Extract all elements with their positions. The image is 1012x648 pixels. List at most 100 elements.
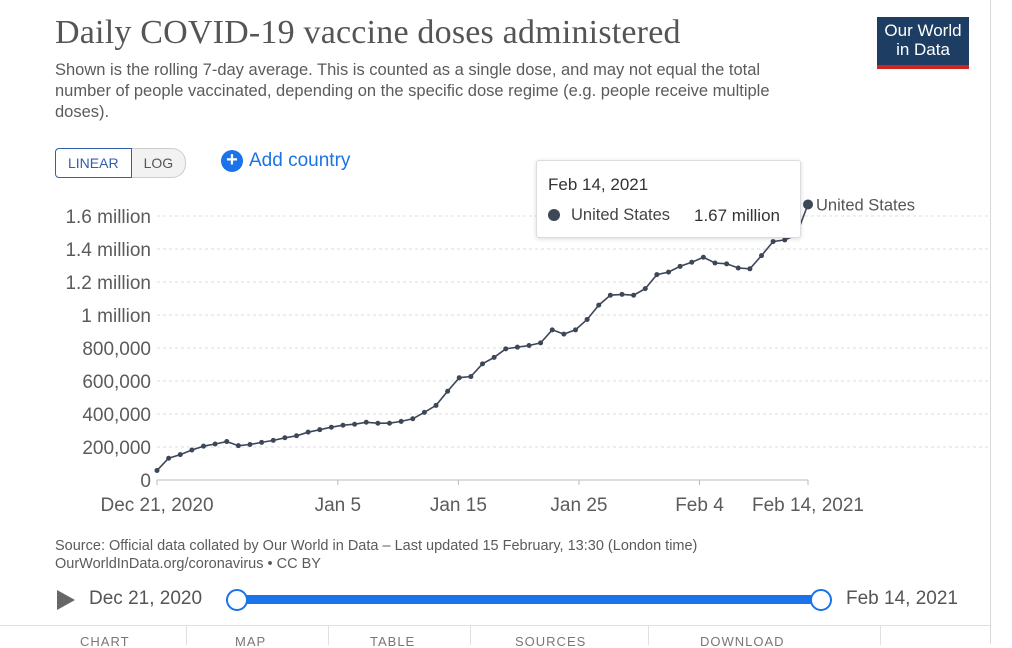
chart-frame: Daily COVID-19 vaccine doses administere… bbox=[0, 0, 991, 648]
tab-chart[interactable]: CHART bbox=[80, 634, 130, 648]
data-point bbox=[340, 422, 346, 428]
data-point bbox=[491, 354, 497, 360]
tab-map[interactable]: MAP bbox=[235, 634, 267, 648]
y-tick-label: 1.2 million bbox=[65, 273, 151, 294]
data-point bbox=[480, 361, 485, 367]
data-point bbox=[735, 265, 741, 271]
linear-button[interactable]: LINEAR bbox=[55, 148, 132, 178]
data-point bbox=[259, 439, 265, 445]
data-point bbox=[642, 286, 648, 292]
plus-icon: + bbox=[221, 150, 243, 172]
tab-divider bbox=[470, 626, 471, 645]
data-point bbox=[561, 331, 567, 337]
add-country-label: Add country bbox=[249, 150, 351, 171]
data-point bbox=[677, 263, 683, 269]
tooltip-date: Feb 14, 2021 bbox=[548, 175, 649, 194]
y-tick-label: 1.6 million bbox=[65, 207, 151, 228]
data-point bbox=[584, 316, 590, 322]
data-point bbox=[503, 346, 509, 352]
tab-sources[interactable]: SOURCES bbox=[515, 634, 587, 648]
data-point bbox=[782, 237, 788, 243]
timeline-start-label: Dec 21, 2020 bbox=[89, 588, 203, 609]
data-point bbox=[387, 420, 392, 426]
y-tick-label: 800,000 bbox=[82, 339, 151, 360]
data-point bbox=[421, 409, 427, 415]
data-point bbox=[224, 439, 230, 445]
data-point bbox=[666, 269, 671, 275]
tab-divider bbox=[648, 626, 649, 645]
data-point bbox=[212, 441, 218, 447]
owid-logo[interactable]: Our World in Data bbox=[877, 17, 969, 69]
data-point bbox=[282, 435, 288, 441]
data-point bbox=[456, 375, 462, 381]
tooltip-series-dot bbox=[548, 209, 560, 221]
x-tick-label: Dec 21, 2020 bbox=[100, 495, 213, 516]
data-point bbox=[445, 388, 451, 394]
timeline-track[interactable] bbox=[236, 595, 820, 604]
tooltip-series-name: United States bbox=[571, 206, 671, 224]
y-tick-label: 400,000 bbox=[82, 405, 151, 426]
tab-divider bbox=[328, 626, 329, 645]
data-point bbox=[235, 443, 241, 449]
tab-table[interactable]: TABLE bbox=[370, 634, 416, 648]
source-line-2[interactable]: OurWorldInData.org/coronavirus • CC BY bbox=[55, 556, 321, 572]
data-point bbox=[166, 455, 172, 461]
data-point bbox=[468, 374, 474, 380]
data-point bbox=[712, 260, 718, 266]
data-point bbox=[328, 424, 334, 430]
data-point bbox=[294, 433, 299, 439]
x-tick-label: Jan 5 bbox=[315, 495, 361, 516]
scale-toggle: LINEAR LOG bbox=[55, 148, 187, 178]
data-point bbox=[689, 259, 695, 265]
data-point bbox=[549, 327, 555, 333]
data-point bbox=[619, 291, 625, 297]
timeline-end-handle[interactable] bbox=[810, 589, 832, 611]
x-tick-label: Feb 14, 2021 bbox=[752, 495, 864, 516]
data-point bbox=[759, 253, 764, 259]
data-point bbox=[154, 467, 160, 473]
tab-divider bbox=[186, 626, 187, 645]
data-point bbox=[305, 429, 311, 435]
data-point bbox=[654, 272, 660, 278]
chart-tooltip: Feb 14, 2021 United States 1.67 million bbox=[536, 160, 801, 238]
timeline: Dec 21, 2020 Feb 14, 2021 bbox=[0, 582, 990, 618]
page-title: Daily COVID-19 vaccine doses administere… bbox=[55, 14, 681, 51]
data-point bbox=[398, 418, 404, 424]
data-point bbox=[352, 421, 358, 427]
y-tick-label: 200,000 bbox=[82, 438, 151, 459]
tooltip-value: 1.67 million bbox=[694, 206, 780, 225]
data-point bbox=[538, 340, 544, 346]
line-chart: 0 200,000 400,000 600,000 800,000 1 million 1.… bbox=[65, 196, 990, 516]
timeline-start-handle[interactable] bbox=[226, 589, 248, 611]
logo-line-2: in Data bbox=[896, 40, 950, 59]
source-note: Source: Official data collated by Our Wo… bbox=[55, 537, 697, 573]
y-tick-label: 0 bbox=[140, 471, 151, 492]
add-country-button[interactable]: + Add country bbox=[221, 150, 350, 172]
logo-bar bbox=[877, 65, 969, 69]
x-tick-label: Jan 15 bbox=[430, 495, 487, 516]
data-point bbox=[433, 402, 439, 408]
tab-download[interactable]: DOWNLOAD bbox=[700, 634, 785, 648]
source-line-1: Source: Official data collated by Our Wo… bbox=[55, 538, 698, 554]
data-point bbox=[724, 261, 730, 267]
log-button[interactable]: LOG bbox=[131, 148, 187, 178]
x-tick-label: Jan 25 bbox=[550, 495, 607, 516]
play-icon[interactable] bbox=[57, 590, 75, 610]
y-tick-label: 1 million bbox=[81, 306, 151, 327]
y-tick-label: 1.4 million bbox=[65, 240, 151, 261]
data-point bbox=[700, 254, 706, 260]
data-point bbox=[607, 292, 613, 298]
data-point bbox=[803, 199, 813, 210]
data-point bbox=[270, 437, 276, 443]
data-point bbox=[770, 239, 776, 245]
series-line bbox=[156, 204, 809, 471]
data-point bbox=[375, 420, 381, 426]
data-point bbox=[747, 266, 753, 272]
tab-bar: CHART MAP TABLE SOURCES DOWNLOAD bbox=[0, 625, 990, 648]
data-point bbox=[514, 344, 520, 350]
data-point bbox=[573, 327, 578, 333]
data-point bbox=[410, 416, 416, 422]
data-point bbox=[363, 419, 369, 425]
tab-divider bbox=[880, 626, 881, 645]
data-point bbox=[201, 443, 206, 449]
